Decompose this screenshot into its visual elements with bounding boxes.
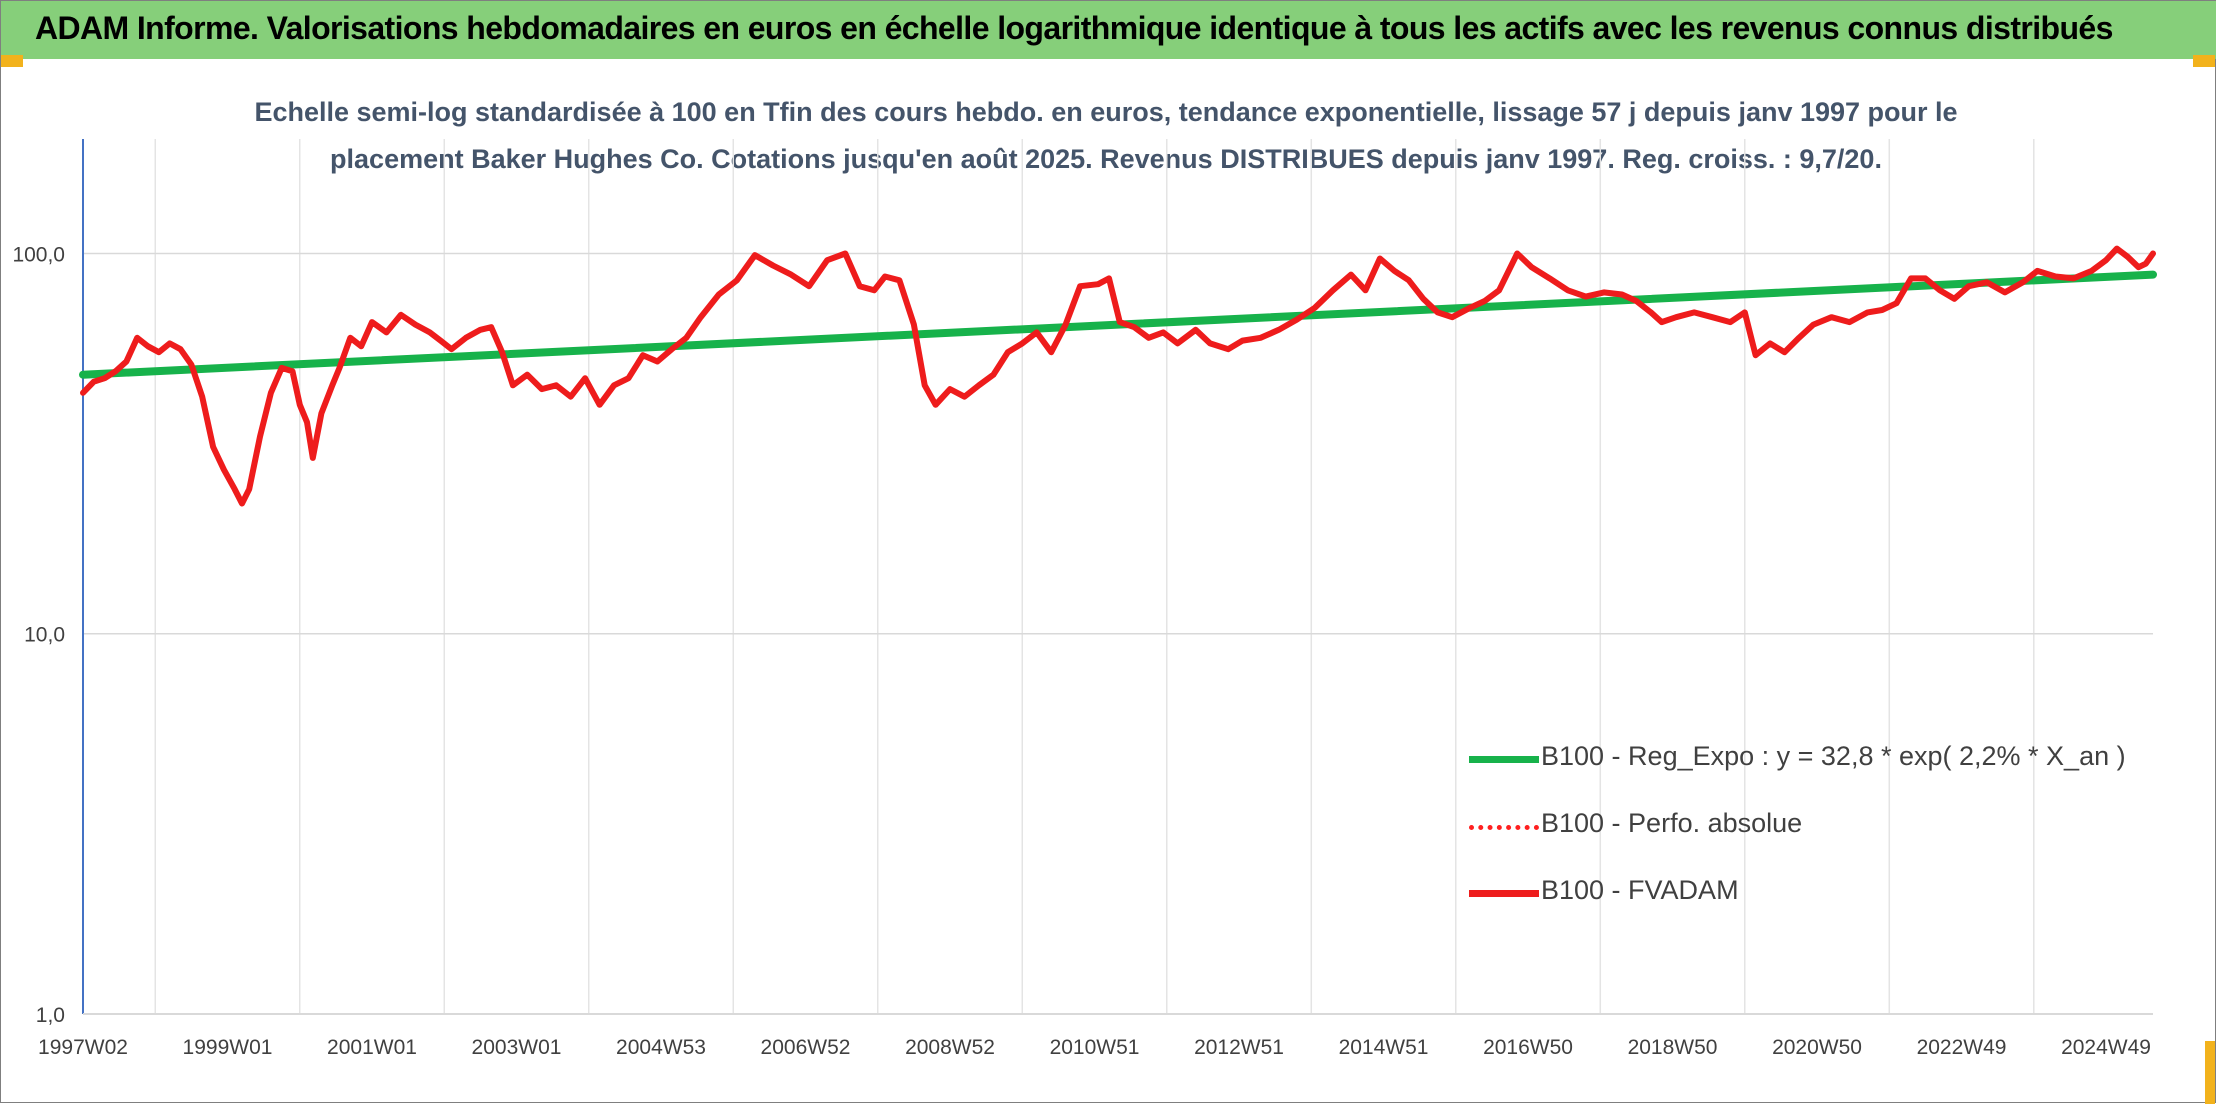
legend-label: B100 - FVADAM [1541, 875, 1739, 905]
legend-swatch-green [1469, 756, 1539, 763]
x-tick-label: 2018W50 [1628, 1036, 1718, 1059]
x-tick-label: 2024W49 [2061, 1036, 2151, 1059]
x-tick-label: 2016W50 [1483, 1036, 1573, 1059]
legend-item-reg-expo: B100 - Reg_Expo : y = 32,8 * exp( 2,2% *… [1469, 731, 2126, 798]
edge-accent-right [2205, 1041, 2215, 1104]
x-tick-label: 2001W01 [327, 1036, 417, 1059]
chart-series [79, 245, 2157, 507]
x-tick-label: 2006W52 [761, 1036, 851, 1059]
chart-title-line1: Echelle semi-log standardisée à 100 en T… [254, 97, 1958, 127]
x-tick-label: 1999W01 [183, 1036, 273, 1059]
chart-axes [82, 139, 2153, 1015]
x-tick-label: 2020W50 [1772, 1036, 1862, 1059]
y-tick-label: 100,0 [12, 243, 65, 266]
x-tick-label: 2004W53 [616, 1036, 706, 1059]
chart-tick-labels: 1997W02 1999W01 2001W01 2003W01 2004W53 2006W… [12, 243, 2151, 1059]
y-tick-label: 1,0 [36, 1004, 65, 1027]
x-tick-label: 2012W51 [1194, 1036, 1284, 1059]
x-tick-label: 2010W51 [1050, 1036, 1140, 1059]
x-tick-label: 2022W49 [1917, 1036, 2007, 1059]
legend-label: B100 - Perfo. absolue [1541, 808, 1803, 838]
header-bar: ADAM Informe. Valorisations hebdomadaire… [1, 1, 2216, 59]
corner-accent-left [1, 55, 23, 67]
corner-accent-right [2193, 55, 2215, 67]
legend-item-perfo-absolue: B100 - Perfo. absolue [1469, 798, 2109, 865]
legend-item-fvadam: B100 - FVADAM [1469, 865, 2109, 932]
legend-swatch-red [1469, 890, 1539, 897]
x-tick-label: 1997W02 [38, 1036, 128, 1059]
x-tick-label: 2003W01 [472, 1036, 562, 1059]
x-tick-label: 2008W52 [905, 1036, 995, 1059]
x-tick-label: 2014W51 [1339, 1036, 1429, 1059]
legend-swatch-dotted-red [1469, 825, 1539, 830]
chart-legend: B100 - Reg_Expo : y = 32,8 * exp( 2,2% *… [1469, 731, 2126, 932]
page-title: ADAM Informe. Valorisations hebdomadaire… [35, 10, 2113, 46]
series-fvadam [80, 245, 2156, 507]
series-reg-expo [79, 270, 2157, 379]
legend-label: B100 - Reg_Expo : y = 32,8 * exp( 2,2% *… [1541, 741, 2126, 771]
y-tick-label: 10,0 [24, 624, 65, 647]
